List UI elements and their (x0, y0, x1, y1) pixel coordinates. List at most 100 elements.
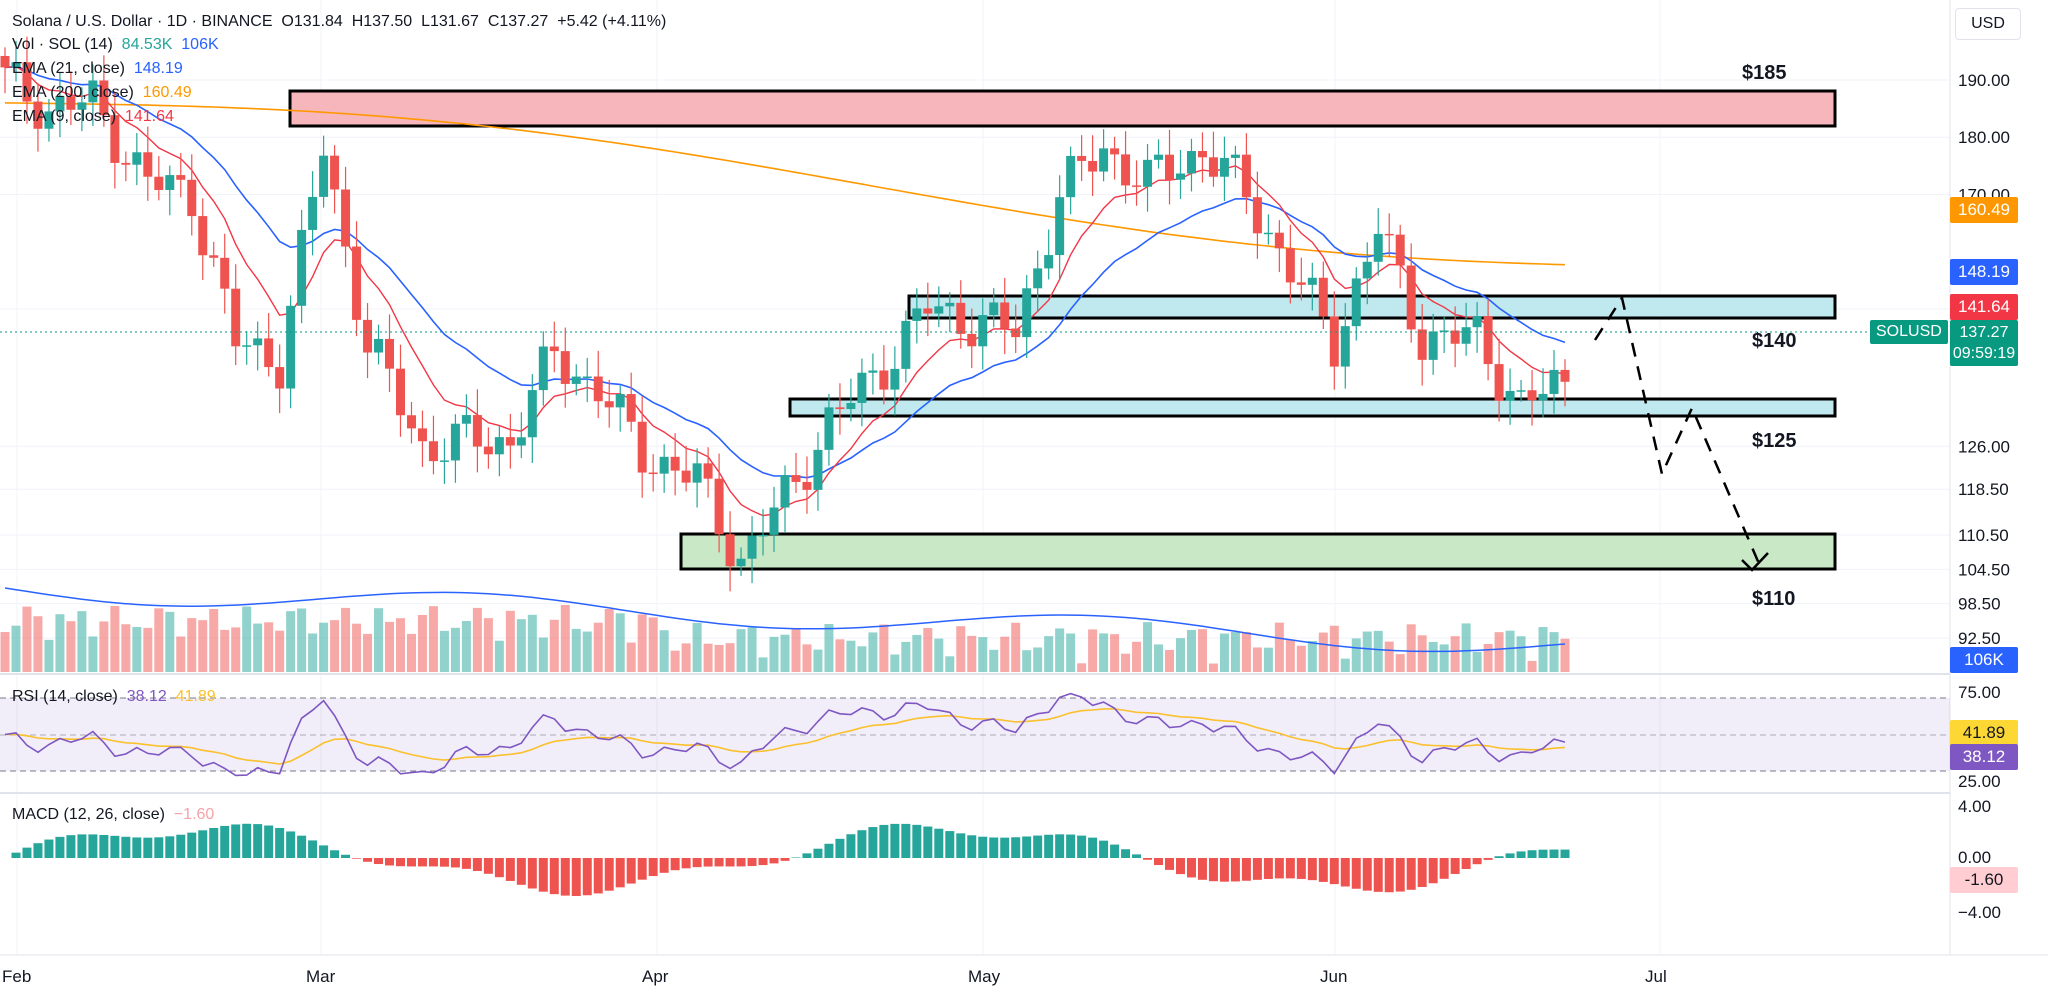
candle-body[interactable] (1318, 277, 1328, 317)
candle-body[interactable] (77, 102, 87, 110)
candle-body[interactable] (1132, 185, 1142, 187)
candle-body[interactable] (879, 370, 889, 390)
candle-body[interactable] (1395, 234, 1405, 266)
candle-body[interactable] (912, 308, 922, 321)
candle-body[interactable] (791, 475, 801, 482)
candle-body[interactable] (714, 478, 724, 535)
ema200-legend[interactable]: EMA (200, close) 160.49 (12, 84, 192, 102)
candle-body[interactable] (835, 407, 845, 410)
candle-body[interactable] (604, 401, 614, 408)
candle-body[interactable] (846, 402, 856, 410)
candle-body[interactable] (978, 315, 988, 347)
candle-body[interactable] (22, 62, 32, 102)
candle-body[interactable] (341, 189, 351, 247)
candle-body[interactable] (857, 372, 867, 403)
candle-body[interactable] (1165, 154, 1175, 180)
candle-body[interactable] (1121, 154, 1131, 186)
candle-body[interactable] (1384, 233, 1394, 236)
candle-body[interactable] (253, 338, 263, 346)
candle-body[interactable] (637, 421, 647, 473)
candle-body[interactable] (198, 216, 208, 256)
candle-body[interactable] (143, 152, 153, 177)
candle-body[interactable] (1175, 173, 1185, 180)
candle-body[interactable] (385, 338, 395, 369)
candle-body[interactable] (901, 320, 911, 369)
volume-legend[interactable]: Vol · SOL (14) 84.53K 106K (12, 36, 219, 54)
candle-body[interactable] (1044, 255, 1054, 269)
time-axis[interactable]: Feb Mar Apr May Jun Jul (2, 967, 1667, 986)
candle-body[interactable] (483, 446, 493, 455)
candle-body[interactable] (1088, 160, 1098, 172)
candle-body[interactable] (1428, 331, 1438, 360)
candle-body[interactable] (275, 367, 285, 389)
support-zone-140[interactable] (907, 294, 1837, 320)
candle-body[interactable] (395, 368, 405, 416)
candle-body[interactable] (747, 535, 757, 559)
symbol-title[interactable]: Solana / U.S. Dollar · 1D · BINANCE (12, 13, 273, 30)
candle-body[interactable] (121, 162, 131, 165)
candle-body[interactable] (813, 449, 823, 490)
candle-body[interactable] (890, 368, 900, 390)
candle-body[interactable] (55, 96, 65, 112)
candle-body[interactable] (1000, 302, 1010, 329)
candle-body[interactable] (99, 80, 109, 116)
candle-body[interactable] (242, 345, 252, 347)
candle-body[interactable] (670, 456, 680, 471)
symbol-legend[interactable]: Solana / U.S. Dollar · 1D · BINANCE O131… (12, 12, 666, 32)
candle-body[interactable] (1439, 330, 1449, 332)
candle-body[interactable] (582, 376, 592, 379)
candle-body[interactable] (1461, 327, 1471, 344)
candle-body[interactable] (1077, 155, 1087, 161)
candle-body[interactable] (736, 558, 746, 567)
candle-body[interactable] (626, 394, 636, 422)
candle-body[interactable] (956, 302, 966, 334)
candle-body[interactable] (1560, 369, 1570, 382)
candle-body[interactable] (461, 415, 471, 424)
candle-body[interactable] (417, 428, 427, 442)
candle-body[interactable] (758, 534, 768, 537)
candle-body[interactable] (1143, 159, 1153, 187)
candle-body[interactable] (1417, 329, 1427, 360)
candle-body[interactable] (725, 534, 735, 567)
candle-body[interactable] (132, 152, 142, 165)
resistance-zone[interactable] (288, 89, 1837, 128)
candlesticks[interactable] (0, 36, 1570, 592)
support-zone-125[interactable] (788, 397, 1837, 418)
candle-body[interactable] (1208, 157, 1218, 177)
candle-body[interactable] (1285, 248, 1295, 283)
candle-body[interactable] (319, 155, 329, 197)
candle-body[interactable] (44, 111, 54, 129)
candle-body[interactable] (1252, 197, 1262, 234)
candle-body[interactable] (363, 319, 373, 353)
candle-body[interactable] (1022, 288, 1032, 338)
candle-body[interactable] (967, 333, 977, 347)
candle-body[interactable] (439, 460, 449, 462)
candle-body[interactable] (549, 346, 559, 352)
candle-body[interactable] (187, 179, 197, 217)
candle-body[interactable] (571, 376, 581, 384)
candle-body[interactable] (593, 376, 603, 402)
candle-body[interactable] (297, 229, 307, 306)
candle-body[interactable] (1110, 148, 1120, 155)
candle-body[interactable] (1450, 330, 1460, 344)
candle-body[interactable] (1527, 390, 1537, 401)
candle-body[interactable] (703, 463, 713, 479)
candle-body[interactable] (286, 305, 296, 389)
candle-body[interactable] (1538, 393, 1548, 401)
candle-body[interactable] (1351, 278, 1361, 327)
candle-body[interactable] (1373, 233, 1383, 262)
candle-body[interactable] (11, 62, 21, 68)
candle-body[interactable] (923, 308, 933, 314)
candle-body[interactable] (176, 175, 186, 180)
candle-body[interactable] (66, 96, 76, 110)
candle-body[interactable] (648, 472, 658, 475)
candle-body[interactable] (1055, 197, 1065, 256)
candle-body[interactable] (1186, 151, 1196, 174)
candle-body[interactable] (692, 463, 702, 483)
candle-body[interactable] (33, 101, 43, 129)
candle-body[interactable] (1362, 261, 1372, 279)
candle-body[interactable] (824, 407, 834, 450)
candle-body[interactable] (1263, 232, 1273, 235)
candle-body[interactable] (1274, 232, 1284, 249)
macd-legend[interactable]: MACD (12, 26, close) −1.60 (12, 806, 214, 824)
